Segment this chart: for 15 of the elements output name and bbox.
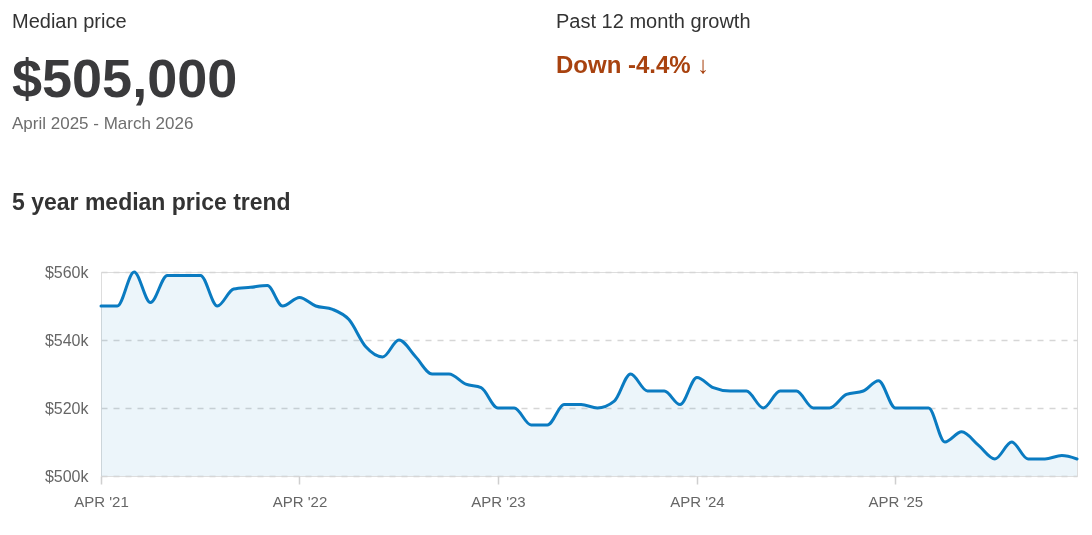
y-tick-label: $500k [44, 467, 90, 485]
x-tick-label: APR '23 [471, 492, 526, 510]
x-tick-label: APR '24 [670, 492, 725, 510]
x-tick-label: APR '21 [74, 492, 129, 510]
y-tick-label: $540k [44, 331, 90, 349]
x-tick-label: APR '25 [868, 492, 924, 510]
chart-title: 5 year median price trend [12, 189, 291, 215]
text: Median price [12, 10, 127, 32]
text: Past 12 month growth [556, 10, 751, 32]
text: Down -4.4% ↓ [556, 51, 710, 78]
text: April 2025 - March 2026 [12, 114, 194, 133]
y-tick-label: $520k [44, 399, 90, 417]
x-tick-label: APR '22 [272, 492, 328, 510]
text: $505,000 [12, 48, 238, 108]
y-tick-label: $560k [44, 263, 90, 281]
